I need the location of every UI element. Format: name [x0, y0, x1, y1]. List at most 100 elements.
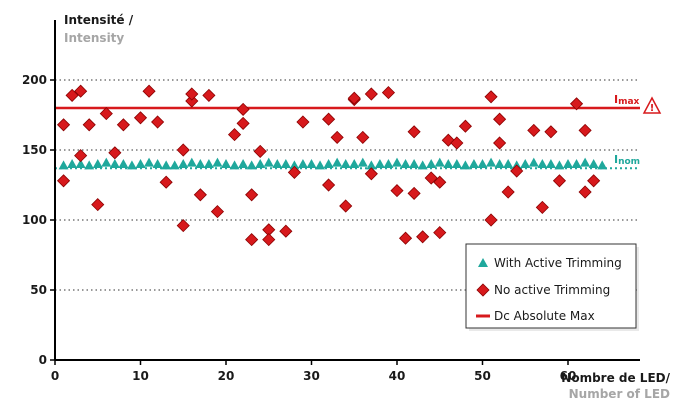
- triangle-point: [92, 159, 103, 168]
- triangle-point: [203, 159, 214, 168]
- triangle-point: [315, 160, 326, 170]
- diamond-point: [433, 226, 447, 240]
- triangle-point: [152, 159, 163, 168]
- diamond-point: [416, 230, 430, 244]
- diamond-point: [552, 174, 567, 188]
- x-tick-label-50: 50: [474, 369, 491, 383]
- y-axis-title: Intensité /: [64, 13, 134, 27]
- diamond-point: [236, 102, 250, 116]
- triangle-point: [588, 159, 599, 168]
- diamond-point: [364, 87, 378, 101]
- triangle-point: [443, 159, 454, 168]
- triangle-point: [58, 160, 69, 170]
- triangle-point: [101, 157, 112, 167]
- triangle-point: [374, 159, 385, 168]
- triangle-point: [186, 157, 197, 167]
- diamond-point: [133, 111, 148, 125]
- triangle-point: [349, 159, 360, 168]
- reference-lines: Imax! Inom: [55, 93, 662, 170]
- x-tick-label-10: 10: [132, 369, 149, 383]
- diamond-point: [116, 118, 130, 132]
- diamond-point: [407, 125, 421, 139]
- legend-panel: [465, 243, 637, 329]
- legend-label-abs-max: Dc Absolute Max: [494, 309, 595, 323]
- triangle-point: [571, 159, 582, 168]
- triangle-point: [563, 159, 573, 168]
- diamond-point: [245, 188, 259, 202]
- triangle-point: [238, 159, 249, 168]
- triangle-point: [528, 157, 539, 167]
- warning-exclamation: !: [650, 103, 655, 114]
- x-tick-label-0: 0: [51, 369, 59, 383]
- triangle-point: [118, 159, 129, 168]
- diamond-point: [501, 185, 515, 199]
- diamond-point: [296, 115, 310, 129]
- y-axis-subtitle: Intensity: [64, 31, 124, 45]
- diamond-point: [569, 97, 584, 111]
- triangle-point: [272, 159, 283, 168]
- diamond-point: [227, 128, 242, 142]
- diamond-point: [587, 174, 601, 188]
- triangle-point: [263, 157, 274, 167]
- diamond-point: [458, 119, 472, 133]
- x-tick-label-20: 20: [218, 369, 235, 383]
- legend-triangle-icon: [478, 258, 488, 267]
- triangle-point: [426, 159, 437, 168]
- triangle-point: [580, 157, 591, 167]
- diamond-point: [493, 136, 507, 150]
- triangle-point: [434, 157, 445, 167]
- triangle-point: [75, 159, 86, 168]
- diamond-point: [159, 175, 173, 189]
- triangle-point: [460, 160, 471, 170]
- diamond-point: [99, 107, 113, 121]
- diamond-point: [493, 112, 507, 126]
- diamond-point: [433, 175, 447, 189]
- triangle-point: [409, 159, 420, 168]
- data-marks: [56, 84, 608, 247]
- diamond-point: [185, 87, 199, 101]
- triangle-point: [468, 159, 479, 168]
- triangle-point: [383, 159, 394, 168]
- diamond-point: [65, 88, 79, 102]
- diamond-point: [74, 149, 88, 163]
- triangle-point: [494, 159, 505, 168]
- diamond-point: [279, 224, 293, 238]
- triangle-point: [84, 160, 95, 170]
- diamond-point: [322, 112, 336, 126]
- diamond-point: [176, 219, 190, 233]
- y-tick-label-150: 150: [22, 143, 47, 157]
- diamond-point: [236, 116, 250, 130]
- diamond-point: [210, 205, 225, 219]
- triangle-point: [597, 160, 608, 170]
- triangle-point: [392, 157, 402, 167]
- triangle-point: [520, 159, 531, 168]
- triangle-point: [255, 159, 266, 168]
- series-no-trimming: [56, 84, 601, 247]
- triangle-point: [417, 160, 428, 170]
- x-tick-label-40: 40: [389, 369, 406, 383]
- legend: With Active Trimming No active Trimming …: [465, 243, 639, 331]
- diamond-point: [253, 144, 267, 158]
- diamond-point: [356, 130, 370, 144]
- warning-icon: !: [642, 96, 662, 114]
- triangle-point: [280, 159, 291, 168]
- legend-label-no-trimming: No active Trimming: [494, 283, 610, 297]
- legend-diamond-icon: [476, 283, 490, 297]
- diamond-point: [484, 213, 498, 227]
- diamond-point: [56, 118, 71, 132]
- triangle-point: [161, 160, 172, 170]
- diamond-point: [185, 94, 199, 108]
- diamond-point: [544, 125, 558, 139]
- diamond-point: [510, 164, 524, 178]
- triangle-point: [246, 160, 257, 170]
- diamond-point: [322, 178, 336, 192]
- triangle-point: [289, 160, 300, 170]
- triangle-point: [67, 159, 78, 168]
- diamond-point: [339, 199, 353, 213]
- diamond-point: [82, 118, 96, 132]
- triangle-point: [357, 157, 368, 167]
- triangle-point: [135, 159, 146, 168]
- triangle-point: [486, 157, 497, 167]
- diamond-point: [347, 91, 361, 105]
